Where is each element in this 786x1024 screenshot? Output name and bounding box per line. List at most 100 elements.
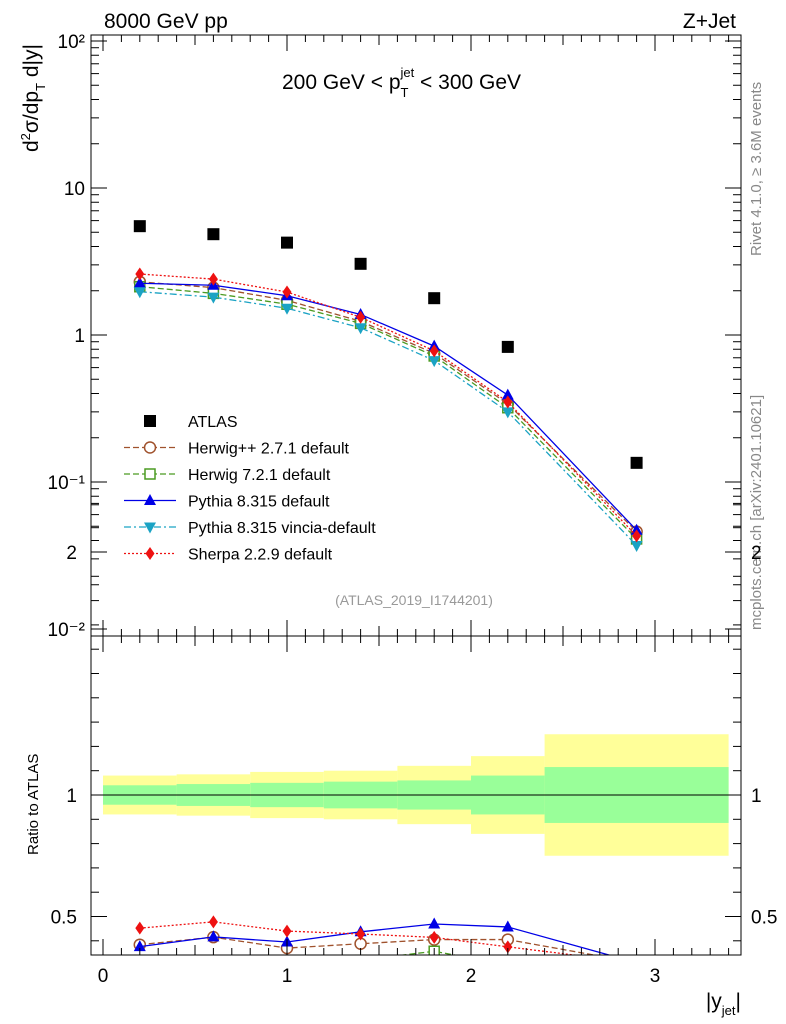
main-series-group bbox=[133, 220, 643, 552]
legend-label: Pythia 8.315 vincia-default bbox=[188, 520, 376, 537]
main-plot-content bbox=[133, 220, 643, 552]
ratio-y-tick-label-right: 0.5 bbox=[751, 908, 777, 929]
main-data-point bbox=[428, 356, 441, 368]
main-y-axis-label-part: σ/dp bbox=[20, 91, 43, 133]
main-y-tick-label: 10⁻² bbox=[48, 620, 86, 641]
ratio-bands bbox=[91, 734, 741, 856]
legend-label: Herwig 7.2.1 default bbox=[188, 467, 331, 484]
legend-marker bbox=[144, 415, 156, 427]
ratio-data-point bbox=[207, 930, 220, 942]
legend-item: Herwig++ 2.7.1 default bbox=[124, 441, 350, 458]
range-title-pre: 200 GeV < p bbox=[282, 71, 401, 94]
ratio-data-point bbox=[429, 930, 439, 944]
main-y-tick-label: 10 bbox=[64, 179, 85, 200]
legend-label: Sherpa 2.2.9 default bbox=[188, 547, 333, 564]
main-data-point bbox=[282, 285, 292, 299]
energy-label: 8000 GeV pp bbox=[104, 10, 228, 33]
analysis-id: (ATLAS_2019_I1744201) bbox=[335, 592, 493, 608]
ratio-data-point bbox=[631, 957, 642, 968]
main-data-point bbox=[207, 228, 220, 241]
ratio-data-point bbox=[208, 915, 218, 929]
x-tick-label: 3 bbox=[650, 966, 661, 987]
main-data-point bbox=[281, 303, 293, 315]
main-data-point bbox=[501, 340, 514, 353]
main-data-point bbox=[630, 540, 643, 552]
main-series-5 bbox=[135, 267, 642, 543]
ratio-data-point bbox=[631, 965, 643, 976]
ratio-data-point bbox=[428, 961, 440, 972]
axis-ticks: 10⁻² 10⁻¹ 1 10 10² 0.5 0.5 1 1 2 2 0 1 2 3 bbox=[48, 32, 778, 987]
ratio-y-tick-label-left: 0.5 bbox=[51, 908, 77, 929]
x-axis-label-part: jet bbox=[721, 1003, 736, 1018]
ratio-data-point bbox=[135, 921, 145, 935]
ratio-data-point bbox=[632, 956, 641, 969]
main-y-axis-label-part: T bbox=[33, 83, 48, 91]
ratio-y-tick-label-left: 1 bbox=[66, 786, 77, 807]
ratio-series-4 bbox=[135, 915, 641, 969]
ratio-data-point bbox=[134, 961, 146, 972]
legend-label: Pythia 8.315 default bbox=[188, 494, 330, 511]
legend-marker bbox=[143, 441, 157, 454]
main-data-point bbox=[429, 344, 439, 358]
main-series-4 bbox=[133, 287, 643, 552]
range-title-sub: T bbox=[401, 85, 409, 100]
main-data-point bbox=[208, 272, 218, 286]
ratio-y-tick-label-right: 2 bbox=[751, 543, 762, 564]
main-data-point bbox=[354, 323, 367, 335]
ratio-series-group bbox=[133, 915, 643, 977]
legend: ATLAS Herwig++ 2.7.1 default Herwig 7.2.1 … bbox=[124, 414, 376, 564]
main-y-axis-label-part: d bbox=[20, 140, 43, 152]
legend-item: Pythia 8.315 vincia-default bbox=[124, 520, 376, 537]
main-data-point bbox=[207, 292, 220, 304]
ratio-y-tick-label-right: 1 bbox=[751, 786, 762, 807]
ratio-data-point bbox=[428, 917, 441, 929]
main-y-tick-label: 10⁻¹ bbox=[48, 473, 86, 494]
ratio-plot-content bbox=[133, 915, 643, 977]
range-title: 200 GeV < pTjet < 300 GeV bbox=[282, 65, 521, 100]
main-data-point bbox=[501, 388, 514, 400]
ratio-data-point bbox=[208, 958, 218, 968]
ratio-series-3 bbox=[134, 961, 643, 977]
main-y-tick-label: 10² bbox=[58, 32, 85, 53]
legend-item: Herwig 7.2.1 default bbox=[124, 467, 331, 484]
main-series-0 bbox=[133, 220, 643, 469]
legend-item: Pythia 8.315 default bbox=[124, 494, 330, 511]
range-title-post: < 300 GeV bbox=[414, 71, 521, 94]
legend-marker bbox=[144, 522, 156, 534]
legend-label: ATLAS bbox=[188, 414, 238, 431]
process-label: Z+Jet bbox=[683, 10, 736, 33]
ratio-data-point bbox=[503, 960, 513, 970]
range-title-sup: jet bbox=[399, 65, 414, 80]
ratio-data-point bbox=[501, 920, 514, 932]
ratio-data-point bbox=[502, 961, 514, 972]
rivet-label: Rivet 4.1.0, ≥ 3.6M events bbox=[748, 82, 765, 256]
legend-item: Sherpa 2.2.9 default bbox=[124, 547, 333, 564]
ratio-series-line bbox=[139, 923, 612, 955]
x-tick-label: 0 bbox=[98, 966, 109, 987]
main-data-point bbox=[503, 395, 513, 409]
x-tick-label: 1 bbox=[282, 966, 293, 987]
x-axis-label-part: | bbox=[736, 990, 741, 1013]
ratio-series-line bbox=[140, 965, 637, 970]
main-data-point bbox=[632, 529, 642, 543]
ratio-data-point bbox=[356, 927, 366, 941]
main-data-point bbox=[133, 287, 146, 299]
main-data-point bbox=[501, 407, 514, 419]
ratio-y-tick-label-left: 2 bbox=[66, 543, 77, 564]
main-data-point bbox=[135, 267, 145, 281]
ratio-data-point bbox=[207, 961, 219, 972]
ratio-data-point bbox=[503, 940, 513, 954]
legend-label: Herwig++ 2.7.1 default bbox=[188, 441, 350, 458]
legend-marker bbox=[144, 494, 156, 505]
main-data-point bbox=[428, 292, 441, 305]
main-data-point bbox=[354, 257, 367, 270]
ratio-data-point bbox=[282, 924, 292, 938]
ratio-data-point bbox=[632, 960, 642, 970]
ratio-data-point bbox=[355, 961, 367, 972]
ratio-data-point bbox=[134, 954, 146, 955]
legend-marker bbox=[145, 547, 155, 560]
ratio-data-point bbox=[354, 954, 367, 955]
x-axis-label-part: |y bbox=[706, 990, 722, 1013]
main-y-axis-label-part: 2 bbox=[18, 133, 33, 140]
